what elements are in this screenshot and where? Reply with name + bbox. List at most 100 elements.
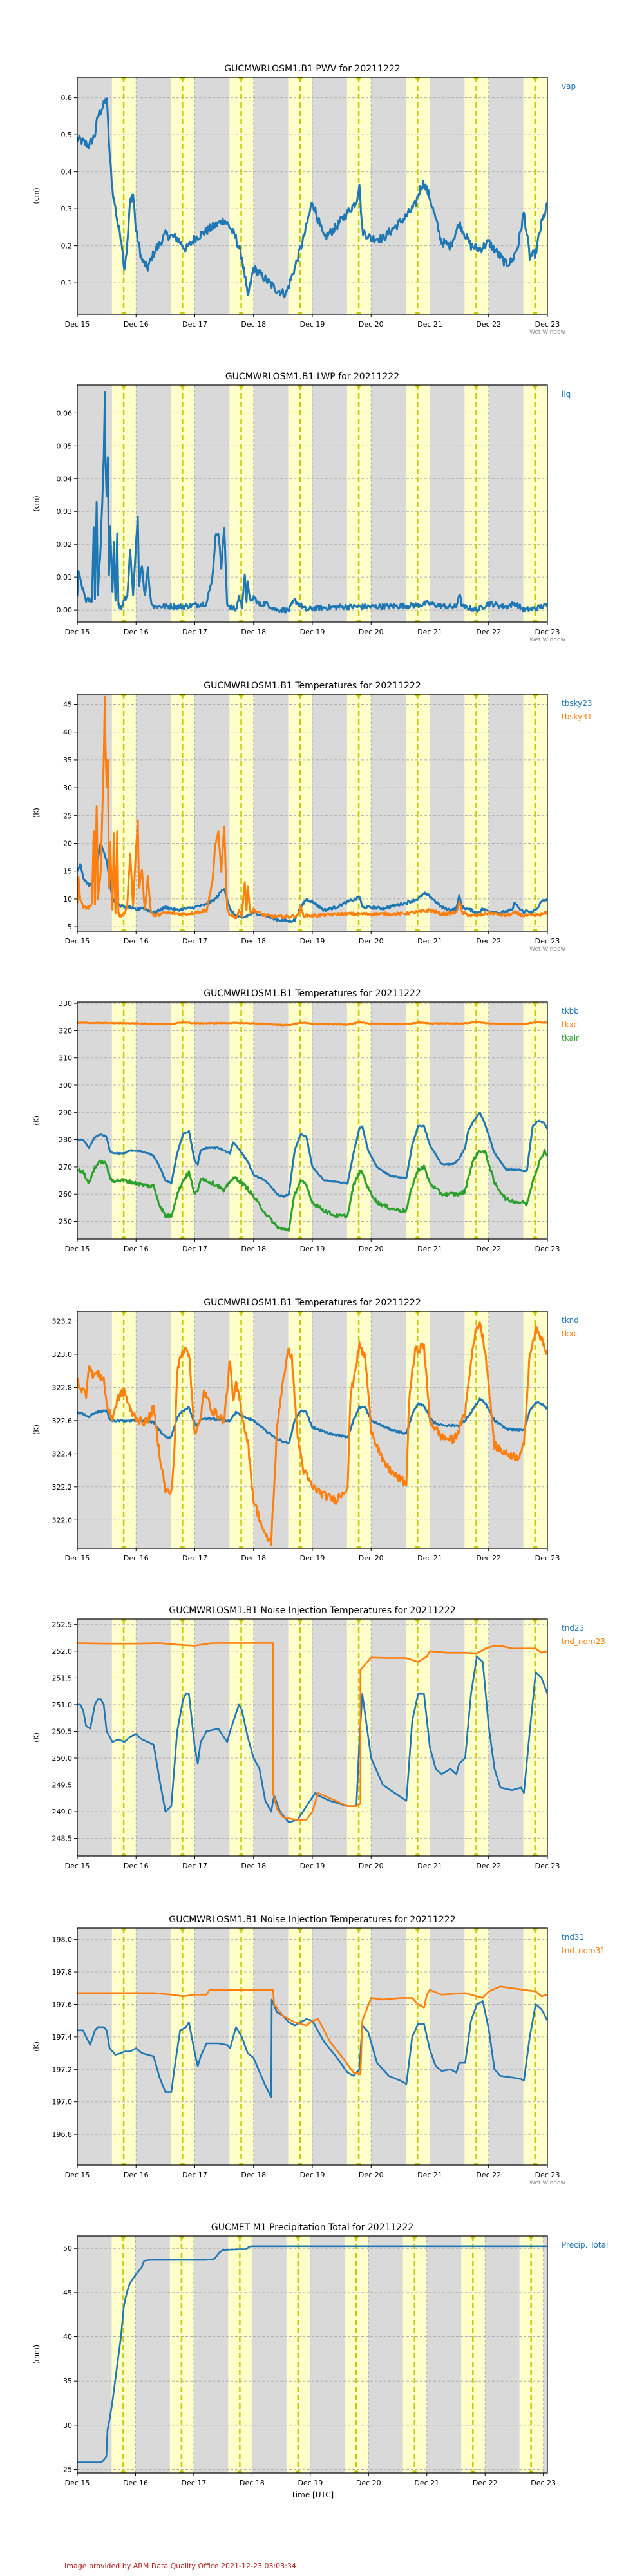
wet-window-marker-top <box>473 694 479 697</box>
y-tick-label: 0.4 <box>61 168 73 176</box>
x-tick-label: Dec 15 <box>65 320 90 328</box>
y-tick-label: 322.2 <box>52 1483 73 1492</box>
y-tick-label: 0.1 <box>61 279 73 287</box>
y-axis-label: (cm) <box>32 495 41 511</box>
wet-window-marker-bottom <box>180 929 185 931</box>
wet-window-marker-bottom <box>180 620 185 622</box>
wet-window-marker-top <box>178 2236 184 2239</box>
wet-window-marker-bottom <box>180 1853 185 1856</box>
wet-window-marker-bottom <box>415 2163 421 2165</box>
x-tick-label: Dec 17 <box>182 1554 207 1562</box>
wet-window-marker-top <box>470 2236 476 2239</box>
chart-8: GUCMET M1 Precipitation Total for 202112… <box>0 0 644 2499</box>
wet-window-label: Wet Window <box>529 329 565 336</box>
wet-window-marker-bottom <box>415 620 421 622</box>
wet-window-marker-top <box>121 1002 127 1005</box>
x-tick-label: Dec 19 <box>300 1862 325 1870</box>
y-tick-label: 25 <box>63 2466 72 2474</box>
x-tick-label: Dec 18 <box>241 2171 266 2179</box>
wet-window-marker-bottom <box>415 312 421 314</box>
x-tick-label: Dec 23 <box>535 320 560 328</box>
y-tick-label: 0.01 <box>57 573 73 582</box>
y-axis-label: (K) <box>32 1115 41 1126</box>
chart-3: GUCMWRLOSM1.B1 Temperatures for 20211222… <box>0 0 644 952</box>
y-tick-label: 0.00 <box>57 606 73 614</box>
x-tick-label: Dec 15 <box>65 1554 90 1562</box>
wet-window-marker-bottom <box>297 1236 303 1239</box>
x-tick-label: Dec 23 <box>535 628 560 636</box>
wet-window-marker-bottom <box>415 1853 421 1856</box>
y-tick-label: 310 <box>59 1054 72 1063</box>
x-tick-label: Dec 17 <box>182 320 207 328</box>
chart-title: GUCMWRLOSM1.B1 Noise Injection Temperatu… <box>169 1605 455 1616</box>
wet-window-marker-bottom <box>121 929 127 931</box>
wet-window-marker-top <box>180 1928 185 1931</box>
chart-title: GUCMWRLOSM1.B1 Temperatures for 20211222 <box>204 681 421 691</box>
wet-window-marker-bottom <box>532 312 538 314</box>
legend-label-liq: liq <box>562 390 571 399</box>
legend-label-tknd: tknd <box>562 1316 579 1325</box>
wet-window-marker-top <box>532 1619 538 1622</box>
x-tick-label: Dec 22 <box>476 628 501 636</box>
legend-label-tnd23: tnd23 <box>562 1624 584 1633</box>
y-axis-label: (cm) <box>32 187 41 204</box>
y-tick-label: 251.5 <box>52 1674 73 1682</box>
chart-title: GUCMWRLOSM1.B1 LWP for 20211222 <box>225 372 399 382</box>
y-tick-label: 0.06 <box>57 409 73 417</box>
wet-window-marker-bottom <box>356 1236 362 1239</box>
y-tick-label: 249.0 <box>52 1808 73 1816</box>
wet-window-marker-top <box>473 77 479 80</box>
y-tick-label: 20 <box>63 840 72 848</box>
x-tick-label: Dec 21 <box>414 2479 439 2487</box>
wet-window-marker-bottom <box>412 2470 417 2473</box>
wet-window-marker-bottom <box>532 1236 538 1239</box>
y-tick-label: 322.0 <box>52 1516 73 1524</box>
wet-window-marker-top <box>473 385 479 388</box>
wet-window-label: Wet Window <box>529 637 565 643</box>
series-line-tkbb <box>77 1111 547 1198</box>
wet-window-marker-top <box>532 385 538 388</box>
wet-window-marker-top <box>412 2236 417 2239</box>
y-tick-label: 35 <box>63 2377 72 2385</box>
x-tick-label: Dec 18 <box>241 1245 266 1253</box>
y-tick-label: 250 <box>59 1218 72 1226</box>
wet-window-marker-top <box>297 1619 303 1622</box>
x-tick-label: Dec 19 <box>300 320 325 328</box>
y-tick-label: 197.4 <box>52 2033 73 2041</box>
wet-window-marker-top <box>121 1928 127 1931</box>
wet-window-marker-top <box>121 1619 127 1622</box>
wet-window-marker-top <box>180 1002 185 1005</box>
wet-window-marker-bottom <box>532 929 538 931</box>
y-tick-label: 249.5 <box>52 1781 73 1790</box>
wet-window-marker-bottom <box>356 312 362 314</box>
y-tick-label: 40 <box>63 728 72 737</box>
wet-window-marker-bottom <box>356 620 362 622</box>
y-tick-label: 248.5 <box>52 1835 73 1843</box>
x-tick-label: Dec 17 <box>182 2479 207 2487</box>
wet-window-marker-bottom <box>473 929 479 931</box>
wet-window-marker-top <box>415 385 421 388</box>
series-line-liq <box>77 391 547 614</box>
y-tick-label: 50 <box>63 2244 72 2253</box>
wet-window-marker-top <box>297 1311 303 1314</box>
y-tick-label: 323.0 <box>52 1350 73 1359</box>
wet-window-marker-top <box>356 1619 362 1622</box>
wet-window-marker-top <box>473 1002 479 1005</box>
series-line-tbsky31 <box>77 695 547 920</box>
series-line-tnd23 <box>77 1655 547 1823</box>
chart-title: GUCMWRLOSM1.B1 Temperatures for 20211222 <box>204 989 421 999</box>
x-tick-label: Dec 21 <box>417 937 442 945</box>
x-tick-label: Dec 15 <box>65 1245 90 1253</box>
legend-label-tkxc: tkxc <box>562 1020 578 1029</box>
wet-window-marker-top <box>297 385 303 388</box>
series-line-tkxc <box>77 1321 547 1546</box>
chart-1: GUCMWRLOSM1.B1 PWV for 20211222 vap 0.1 0.2… <box>0 0 644 336</box>
wet-window-marker-bottom <box>121 1853 127 1856</box>
wet-window-marker-bottom <box>470 2470 476 2473</box>
x-tick-label: Dec 15 <box>65 628 90 636</box>
wet-window-marker-bottom <box>532 620 538 622</box>
legend-label-vap: vap <box>562 82 576 91</box>
